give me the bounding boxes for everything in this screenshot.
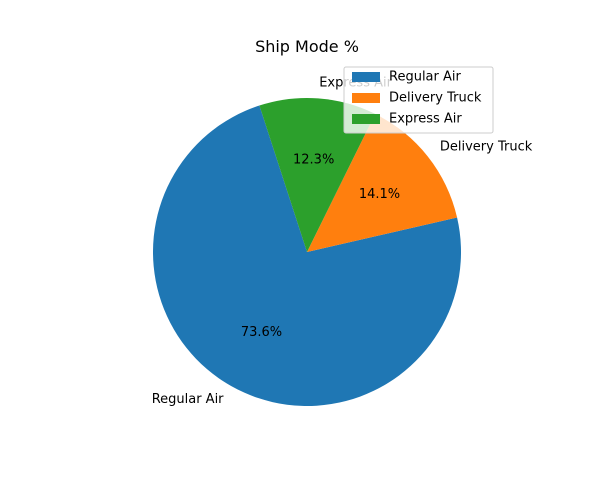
pie-percent-labels: 73.6% 14.1% 12.3% — [241, 152, 400, 340]
pie-slice-delivery-truck — [307, 113, 458, 252]
legend-label-express-air: Express Air — [389, 112, 462, 127]
legend-items: Regular Air Delivery Truck Express Air — [352, 70, 482, 127]
legend-swatch-express-air — [352, 114, 380, 124]
legend-frame — [343, 66, 494, 134]
pie-slice-regular-air — [153, 105, 462, 407]
legend-label-delivery-truck: Delivery Truck — [389, 91, 482, 106]
slice-percent-express-air: 12.3% — [293, 152, 334, 167]
slice-percent-delivery-truck: 14.1% — [359, 187, 400, 202]
pie-slice-express-air — [259, 98, 376, 253]
slice-label-regular-air: Regular Air — [152, 392, 224, 407]
chart-title: Ship Mode % — [255, 37, 359, 56]
slice-label-delivery-truck: Delivery Truck — [440, 139, 533, 154]
legend: Regular Air Delivery Truck Express Air — [343, 66, 494, 134]
slice-percent-regular-air: 73.6% — [241, 325, 282, 340]
legend-swatch-regular-air — [352, 72, 380, 82]
legend-swatch-delivery-truck — [352, 93, 380, 103]
pie-slices — [153, 98, 462, 407]
legend-label-regular-air: Regular Air — [389, 70, 461, 85]
